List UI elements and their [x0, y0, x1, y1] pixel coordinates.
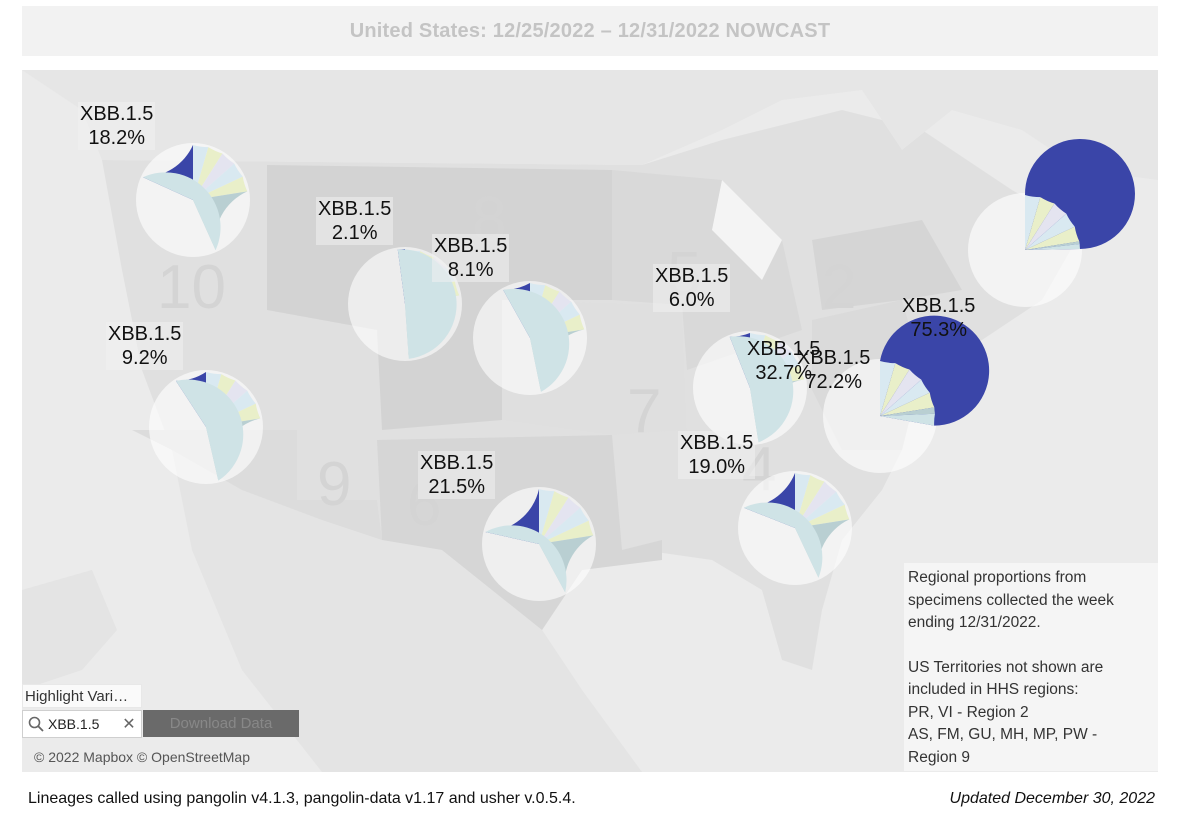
pie-slice-other [503, 288, 570, 392]
note-line: Regional proportions from [908, 569, 1087, 586]
pie-label-region-9: XBB.1.5 9.2% [106, 322, 184, 370]
region-2-area [812, 220, 962, 310]
pie-slice-other [1025, 197, 1055, 250]
pie-label-region-10: XBB.1.5 18.2% [78, 102, 156, 150]
us-region-map[interactable]: 10 8 5 2 7 9 6 4 [22, 70, 1158, 772]
pie-slice-other [1025, 226, 1080, 250]
pie-slice-other [1025, 213, 1075, 250]
pie-slice-other [539, 507, 589, 544]
note-line: included in HHS regions: [908, 681, 1079, 698]
variant-name: XBB.1.5 [318, 198, 392, 220]
land-mexico [172, 450, 642, 772]
note-line: PR, VI - Region 2 [908, 703, 1029, 721]
land-alaska [22, 570, 117, 690]
variant-name: XBB.1.5 [108, 323, 182, 345]
pie-slice-other [795, 481, 837, 528]
search-input[interactable]: XBB.1.5 [48, 716, 100, 732]
pie-slice-other [795, 491, 845, 528]
variant-name: XBB.1.5 [797, 347, 871, 369]
pie-slice-other [539, 520, 594, 544]
land-canada [22, 70, 1158, 180]
note-line: specimens collected the week [908, 591, 1114, 609]
pie-slice-other [1025, 195, 1041, 250]
note-line: AS, FM, GU, MH, MP, PW - [908, 726, 1098, 743]
pie-slice-other [539, 489, 555, 544]
pie-slice-other [729, 336, 794, 443]
note-line: US Territories not shown are [908, 658, 1104, 676]
variant-share: 19.0% [688, 456, 746, 478]
updated-date: Updated December 30, 2022 [949, 790, 1155, 807]
pie-label-region-8: XBB.1.5 8.1% [432, 234, 510, 282]
pie-label-region-6: XBB.1.5 21.5% [418, 451, 496, 499]
pie-slice-other [880, 407, 935, 416]
variant-share: 72.2% [805, 371, 863, 393]
search-icon [28, 716, 44, 732]
pie-slice-other [880, 363, 910, 416]
lake-area [712, 180, 782, 280]
highlight-variant-label: Highlight Vari… [22, 684, 142, 708]
variant-share: 21.5% [428, 476, 486, 498]
pie-slice-other [880, 413, 935, 426]
variant-share: 32.7% [755, 362, 813, 384]
variant-name: XBB.1.5 [680, 432, 754, 454]
pie-slice-other [539, 497, 581, 544]
region-number-9: 9 [317, 450, 351, 519]
pie-slice-other [880, 369, 922, 416]
variant-search[interactable]: XBB.1.5 ✕ [22, 710, 142, 738]
variant-name: XBB.1.5 [747, 338, 821, 360]
variant-share: 6.0% [668, 289, 715, 311]
pie-chart-layer [136, 138, 1135, 601]
map-title: United States: 12/25/2022 – 12/31/2022 N… [22, 6, 1158, 56]
pie-slice-other [1025, 241, 1080, 250]
pie-slice-other [743, 502, 823, 578]
variant-share: 75.3% [910, 319, 968, 341]
pie-label-region-3: XBB.1.5 32.7% [745, 337, 822, 385]
lineage-note: Lineages called using pangolin v4.1.3, p… [28, 790, 576, 807]
pie-label-region-5: XBB.1.5 6.0% [653, 264, 731, 312]
map-canvas: 10 8 5 2 7 9 6 4 [22, 70, 1158, 772]
note-line: ending 12/31/2022. [908, 614, 1041, 631]
variant-name: XBB.1.5 [80, 103, 154, 125]
pie-label-region-2: XBB.1.5 75.3% [900, 294, 977, 342]
download-data-button[interactable]: Download Data [143, 710, 299, 737]
region-number-7: 7 [627, 377, 661, 446]
pie-slice-other [1025, 244, 1080, 250]
pie-slice-other [175, 379, 244, 481]
pie-slice-other [880, 361, 896, 416]
region-number-10: 10 [157, 253, 226, 322]
variant-name: XBB.1.5 [434, 235, 508, 257]
pie-label-region-3b: XBB.1.5 72.2% [795, 346, 872, 394]
pie-slice-other [142, 172, 221, 251]
variant-share: 18.2% [88, 127, 146, 149]
close-icon[interactable]: ✕ [122, 716, 136, 733]
pie-slice-other [539, 491, 569, 544]
variant-name: XBB.1.5 [655, 265, 729, 287]
variant-share: 8.1% [447, 259, 494, 281]
pie-slice-other [880, 379, 930, 416]
region-number-2: 2 [822, 253, 856, 322]
pie-slice-other [1025, 203, 1067, 250]
variant-name: XBB.1.5 [902, 295, 976, 317]
pie-label-region-4: XBB.1.5 19.0% [678, 431, 756, 479]
region-notes: Regional proportions from specimens coll… [904, 563, 1158, 771]
variant-name: XBB.1.5 [420, 452, 494, 474]
pie-label-region-8-west: XBB.1.5 2.1% [316, 197, 394, 245]
map-attribution[interactable]: © 2022 Mapbox © OpenStreetMap [34, 749, 250, 765]
note-line: Region 9 [908, 748, 971, 766]
pie-slice-other [795, 475, 825, 528]
variant-share: 2.1% [331, 222, 378, 244]
variant-share: 9.2% [121, 347, 168, 369]
pie-slice-other [880, 392, 935, 416]
pie-slice-other [485, 525, 567, 593]
